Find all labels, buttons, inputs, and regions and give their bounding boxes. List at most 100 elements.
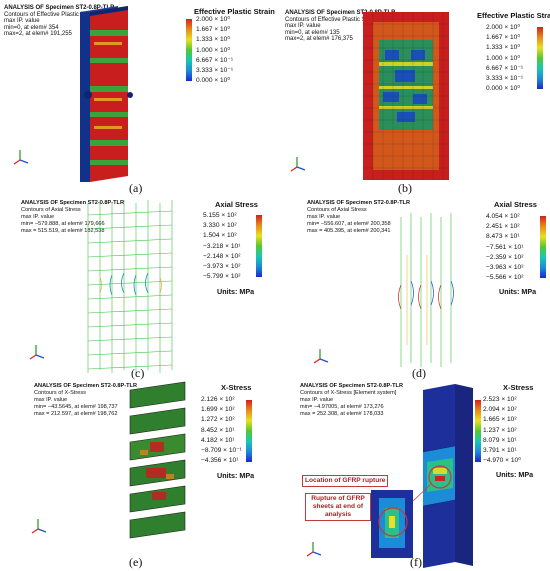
panel-b-header: ANALYSIS OF Specimen ST2-0.8P-TLR Contou… xyxy=(285,10,395,43)
color-bar xyxy=(537,27,543,89)
panel-d-header: ANALYSIS OF Specimen ST2-0.8P-TLR Contou… xyxy=(307,200,410,235)
legend-value: −3.973 × 10² xyxy=(203,262,241,270)
legend-value: 1.333 × 10⁰ xyxy=(486,44,520,52)
panel-f: ANALYSIS OF Specimen ST2-0.8P-TLR Contou… xyxy=(275,380,550,571)
wrapped-column-plot xyxy=(371,384,473,568)
legend-value: −4.970 × 10⁰ xyxy=(483,457,521,465)
header-line: max IP. value xyxy=(4,18,40,25)
legend-value: 1.272 × 10² xyxy=(201,416,235,424)
panel-label: (f) xyxy=(410,555,422,569)
color-bar xyxy=(186,19,192,81)
panel-c: ANALYSIS OF Specimen ST2-0.8P-TLR Contou… xyxy=(0,195,275,380)
header-line: min= −43.5645, at elem# 198,737 xyxy=(34,404,118,410)
legend-value: 1.237 × 10² xyxy=(483,426,517,434)
legend-value: 1.667 × 10⁰ xyxy=(196,26,230,34)
header-line: min= −579.888, at elem# 179,666 xyxy=(21,221,105,227)
legend-value: −5.566 × 10² xyxy=(486,274,524,282)
panel-a-header: ANALYSIS OF Specimen ST2-0.8P-TLR Contou… xyxy=(4,5,114,38)
legend-title: Axial Stress xyxy=(215,200,258,209)
legend-value: −3.218 × 10¹ xyxy=(203,242,241,250)
column-model-a xyxy=(80,6,133,182)
legend-title: Effective Plastic Strain xyxy=(477,11,550,20)
color-bar xyxy=(256,215,262,277)
legend-value: 1.667 × 10⁰ xyxy=(486,34,520,42)
header-line: Contours of Axial Stress xyxy=(307,207,367,213)
header-line: min= −4.97005, at elem# 173,276 xyxy=(300,404,384,410)
panel-e: ANALYSIS OF Specimen ST2-0.8P-TLR Contou… xyxy=(0,380,275,571)
header-line: max IP. value xyxy=(300,397,334,403)
rupture-location-label: Location of GFRP rupture xyxy=(302,475,389,487)
legend-value: −8.709 × 10⁻¹ xyxy=(201,446,242,454)
panel-label: (d) xyxy=(412,366,426,380)
legend-title: X-Stress xyxy=(221,383,252,392)
legend-value: 2.523 × 10² xyxy=(483,396,517,403)
panel-label: (a) xyxy=(129,181,143,195)
legend-title: Axial Stress xyxy=(494,200,537,209)
legend-value: 4.182 × 10¹ xyxy=(201,436,235,444)
header-line: ANALYSIS OF Specimen ST2-0.8P-TLR xyxy=(285,10,396,16)
header-line: Contours of X-Stress xyxy=(34,390,86,396)
axis-triad-icon xyxy=(31,519,47,534)
header-line: Contours of Effective Plastic Strain xyxy=(4,11,97,18)
color-bar xyxy=(540,216,546,278)
header-line: max IP. value xyxy=(285,23,321,30)
panel-d: ANALYSIS OF Specimen ST2-0.8P-TLR Contou… xyxy=(275,195,550,380)
legend-value: 1.000 × 10⁰ xyxy=(486,54,520,62)
units-label: Units: MPa xyxy=(217,287,255,296)
header-line: Contours of Axial Stress xyxy=(21,207,81,213)
header-line: Contours of X-Stress [Element system] xyxy=(300,390,397,396)
legend-value: 2.451 × 10² xyxy=(486,223,520,231)
legend-value: 8.079 × 10¹ xyxy=(483,436,517,444)
header-line: min= −556.607, at elem# 200,358 xyxy=(307,221,391,227)
longitudinal-bars-plot xyxy=(398,213,454,367)
header-line: ANALYSIS OF Specimen ST2-0.8P-TLR xyxy=(300,383,403,389)
axis-triad-icon xyxy=(306,542,322,557)
units-label: Units: MPa xyxy=(217,471,255,480)
axis-triad-icon xyxy=(13,150,29,165)
panel-b: ANALYSIS OF Specimen ST2-0.8P-TLR Contou… xyxy=(275,0,550,195)
gfrp-strips-plot xyxy=(129,381,186,539)
units-label: Units: MPa xyxy=(499,287,537,296)
legend-value: 5.155 × 10² xyxy=(203,212,237,219)
header-line: ANALYSIS OF Specimen ST2-0.8P-TLR xyxy=(34,383,137,389)
legend-value: 1.000 × 10⁰ xyxy=(196,46,230,54)
legend-values: 2.126 × 10² 1.699 × 10² 1.272 × 10² 8.45… xyxy=(201,395,242,466)
legend-value: 1.333 × 10⁰ xyxy=(196,36,230,44)
panel-label: (c) xyxy=(131,366,145,380)
legend-value: 4.054 × 10² xyxy=(486,213,520,220)
legend-value: −2.148 × 10² xyxy=(203,252,241,260)
legend-value: −2.359 × 10² xyxy=(486,253,524,261)
legend-values: 2.523 × 10² 2.094 × 10² 1.665 × 10² 1.23… xyxy=(483,395,521,466)
header-line: max IP. value xyxy=(34,397,68,403)
header-line: min=0, at elem# 354 xyxy=(4,24,59,31)
legend-value: −4.356 × 10¹ xyxy=(201,457,239,465)
header-line: ANALYSIS OF Specimen ST2-0.8P-TLR xyxy=(21,200,124,206)
units-label: Units: MPa xyxy=(496,470,534,479)
axis-triad-icon xyxy=(29,345,45,360)
panel-e-header: ANALYSIS OF Specimen ST2-0.8P-TLR Contou… xyxy=(34,383,137,418)
legend-value: −3.963 × 10² xyxy=(486,263,524,271)
color-bar xyxy=(246,400,252,462)
header-line: Contours of Effective Plastic Strain xyxy=(285,16,378,23)
legend-values: 4.054 × 10² 2.451 × 10² 8.473 × 10¹ −7.5… xyxy=(486,212,523,283)
panel-label: (b) xyxy=(398,181,412,195)
header-line: max IP. value xyxy=(307,214,341,220)
panel-label: (e) xyxy=(129,555,143,569)
color-bar xyxy=(475,400,481,462)
legend-value: 1.504 × 10² xyxy=(203,232,237,240)
legend-value: 8.473 × 10¹ xyxy=(486,233,520,241)
header-line: ANALYSIS OF Specimen ST2-0.8P-TLR xyxy=(4,5,115,11)
legend-value: 6.667 × 10⁻¹ xyxy=(486,64,524,72)
header-line: ANALYSIS OF Specimen ST2-0.8P-TLR xyxy=(307,200,410,206)
legend-value: 2.126 × 10² xyxy=(201,396,235,403)
axis-triad-icon xyxy=(290,157,306,172)
header-line: max=2, at elem# 176,375 xyxy=(285,36,353,43)
header-line: min=0, at elem# 135 xyxy=(285,29,340,36)
legend-value: 6.667 × 10⁻¹ xyxy=(196,56,234,64)
panel-a: ANALYSIS OF Specimen ST2-0.8P-TLR Contou… xyxy=(0,0,275,195)
header-line: max = 252.308, at elem# 178,033 xyxy=(300,411,384,417)
legend-values: 5.155 × 10² 3.330 × 10² 1.504 × 10² −3.2… xyxy=(203,211,240,282)
legend-value: 2.094 × 10² xyxy=(483,406,517,414)
axis-triad-icon xyxy=(313,349,329,364)
steel-bar-cage-mesh xyxy=(87,200,173,373)
